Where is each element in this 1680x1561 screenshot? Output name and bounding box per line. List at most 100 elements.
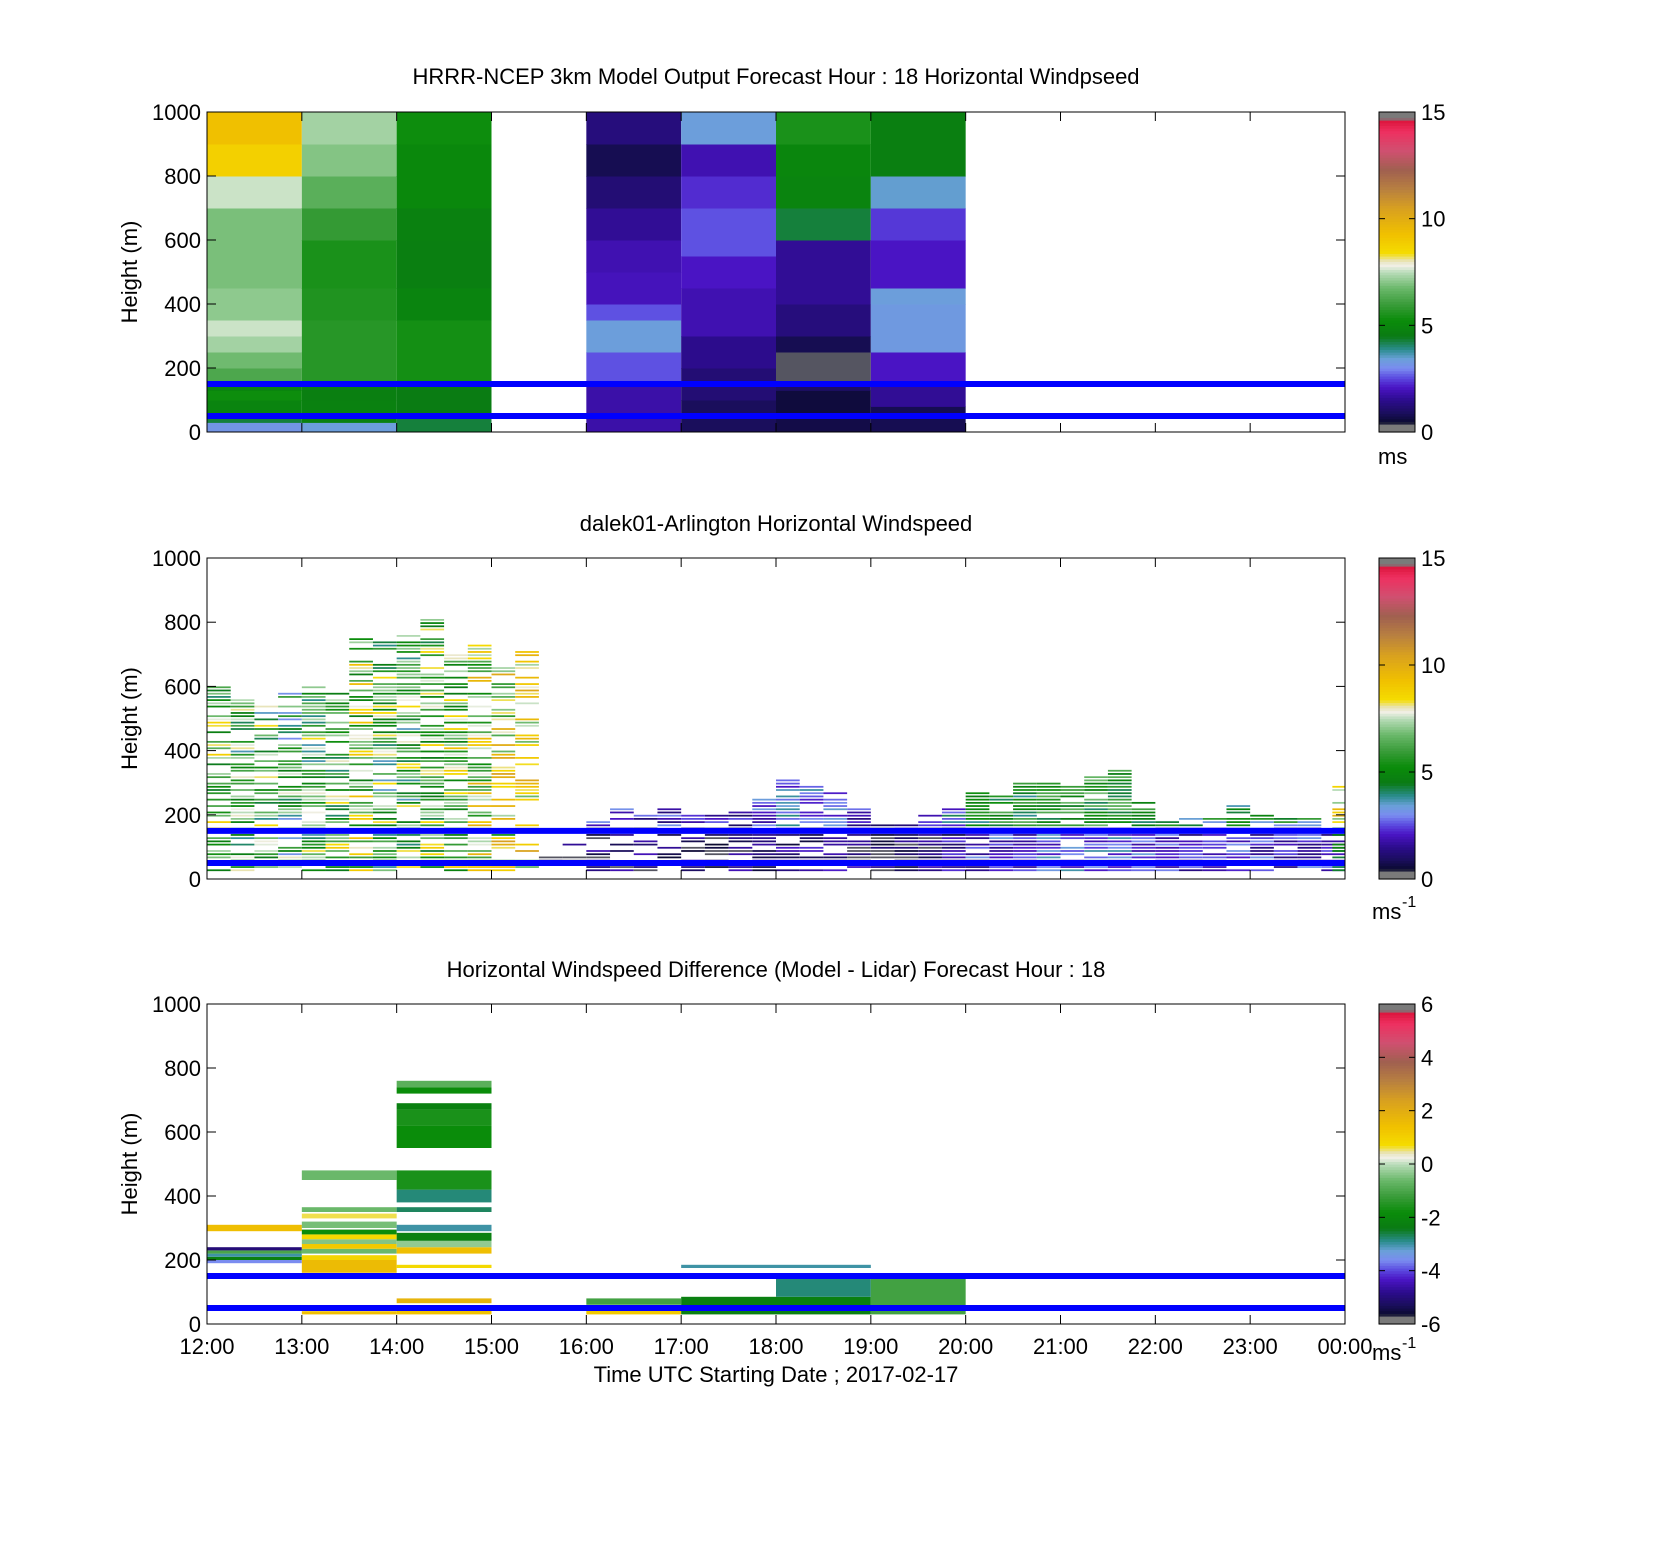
colorbar-segment-110 [1379, 582, 1415, 586]
lidar-cell-22-180 [728, 818, 753, 820]
colorbar-frame [1378, 557, 1416, 880]
lidar-cell-11-670 [467, 660, 492, 663]
lidar-cell-33-80 [989, 850, 1014, 852]
lidar-cell-8-750 [396, 635, 421, 637]
lidar-cell-32-60 [965, 856, 990, 859]
diff-cell-1-10 [301, 1207, 397, 1212]
lidar-cell-7-640 [372, 670, 397, 673]
colorbar-segment-72 [1379, 683, 1415, 687]
colorbar-segment-37 [1379, 777, 1415, 781]
lidar-cell-9-190 [420, 814, 445, 817]
y-tick-label-1: 200 [164, 1248, 201, 1273]
colorbar-segment-106 [1379, 146, 1415, 150]
colorbar-segment-15 [1379, 389, 1415, 393]
lidar-cell-8-310 [396, 776, 421, 779]
lidar-cell-4-100 [301, 843, 326, 846]
colorbar-segment-36 [1379, 333, 1415, 337]
lidar-cell-39-190 [1131, 814, 1156, 817]
lidar-cell-25-90 [799, 846, 824, 849]
lidar-cell-48-170 [1332, 821, 1345, 823]
colorbar-segment-2 [1379, 424, 1415, 428]
lidar-cell-8-260 [396, 792, 421, 795]
lidar-cell-45-60 [1273, 856, 1298, 859]
lidar-cell-47-70 [1321, 853, 1345, 856]
lidar-cell-8-440 [396, 734, 421, 737]
colorbar-segment-96 [1379, 1065, 1415, 1069]
lidar-cell-4-330 [301, 769, 326, 772]
lidar-cell-27-160 [847, 824, 871, 827]
lidar-cell-40-100 [1155, 843, 1180, 846]
lidar-cell-34-120 [1013, 837, 1037, 840]
colorbar-segment-82 [1379, 1102, 1415, 1106]
lidar-cell-2-310 [254, 776, 279, 779]
lidar-cell-34-270 [1013, 789, 1037, 791]
lidar-cell-39-230 [1131, 801, 1156, 804]
lidar-cell-21-30 [704, 866, 729, 868]
lidar-cell-5-230 [325, 801, 350, 804]
lidar-cell-6-670 [349, 660, 373, 663]
lidar-cell-34-170 [1013, 821, 1037, 823]
lidar-cell-7-110 [372, 840, 397, 843]
colorbar-segment-103 [1379, 154, 1415, 158]
lidar-cell-8-410 [396, 744, 421, 746]
colorbar-segment-95 [1379, 176, 1415, 180]
lidar-cell-13-270 [515, 789, 539, 791]
colorbar-segment-84 [1379, 651, 1415, 655]
colorbar-segment-1 [1379, 426, 1415, 430]
colorbar-segment-93 [1379, 181, 1415, 185]
lidar-cell-33-190 [989, 814, 1014, 817]
lidar-cell-2-120 [254, 837, 279, 840]
lidar-cell-2-460 [254, 728, 279, 730]
lidar-cell-10-490 [444, 718, 468, 721]
lidar-cell-35-160 [1036, 824, 1061, 827]
lidar-cell-25-120 [799, 837, 824, 840]
model-cell-6-0 [870, 406, 966, 433]
lidar-cell-40-30 [1155, 866, 1180, 868]
lidar-cell-22-70 [728, 853, 753, 856]
colorbar-segment-115 [1379, 122, 1415, 126]
lidar-cell-4-250 [301, 795, 326, 798]
lidar-cell-48-280 [1332, 785, 1345, 788]
colorbar-segment-49 [1379, 298, 1415, 302]
lidar-cell-48-230 [1332, 801, 1345, 804]
colorbar-segment-66 [1379, 1145, 1415, 1149]
lidar-cell-8-590 [396, 686, 421, 689]
diff-cell-2-0 [396, 1309, 492, 1315]
lidar-cell-6-470 [349, 724, 373, 727]
lidar-cell-42-130 [1202, 834, 1227, 836]
lidar-cell-23-30 [752, 866, 776, 868]
lidar-cell-2-360 [254, 760, 279, 762]
model-cell-4-7 [681, 144, 776, 177]
lidar-cell-43-160 [1226, 824, 1251, 827]
lidar-cell-4-90 [301, 846, 326, 849]
lidar-cell-7-300 [372, 779, 397, 782]
lidar-cell-11-310 [467, 776, 492, 779]
model-cell-0-8 [207, 320, 302, 337]
lidar-cell-3-310 [278, 776, 302, 779]
lidar-cell-5-170 [325, 821, 350, 823]
diff-cell-0-3 [207, 1250, 302, 1254]
colorbar-segment-58 [1379, 721, 1415, 725]
lidar-cell-32-200 [965, 811, 990, 814]
lidar-cell-1-60 [230, 856, 255, 859]
lidar-cell-4-220 [301, 805, 326, 807]
colorbar-segment-42 [1379, 1209, 1415, 1213]
diff-cell-0-2 [207, 1253, 302, 1257]
lidar-cell-42-60 [1202, 856, 1227, 859]
colorbar-segment-29 [1379, 798, 1415, 803]
lidar-cell-27-130 [847, 834, 871, 836]
lidar-cell-39-160 [1131, 824, 1156, 827]
colorbar-segment-12 [1379, 844, 1415, 848]
lidar-cell-7-450 [372, 731, 397, 734]
lidar-cell-37-110 [1084, 840, 1108, 843]
colorbar-segment-62 [1379, 1156, 1415, 1160]
lidar-cell-12-380 [491, 753, 516, 756]
diff-cell-2-11 [396, 1109, 492, 1126]
lidar-cell-34-100 [1013, 843, 1037, 846]
lidar-cell-9-520 [420, 708, 445, 711]
lidar-cell-5-530 [325, 705, 350, 708]
lidar-cell-1-70 [230, 853, 255, 856]
model-cell-2-4 [396, 240, 492, 289]
lidar-cell-0-60 [207, 856, 231, 859]
colorbar-segment-86 [1379, 1092, 1415, 1096]
